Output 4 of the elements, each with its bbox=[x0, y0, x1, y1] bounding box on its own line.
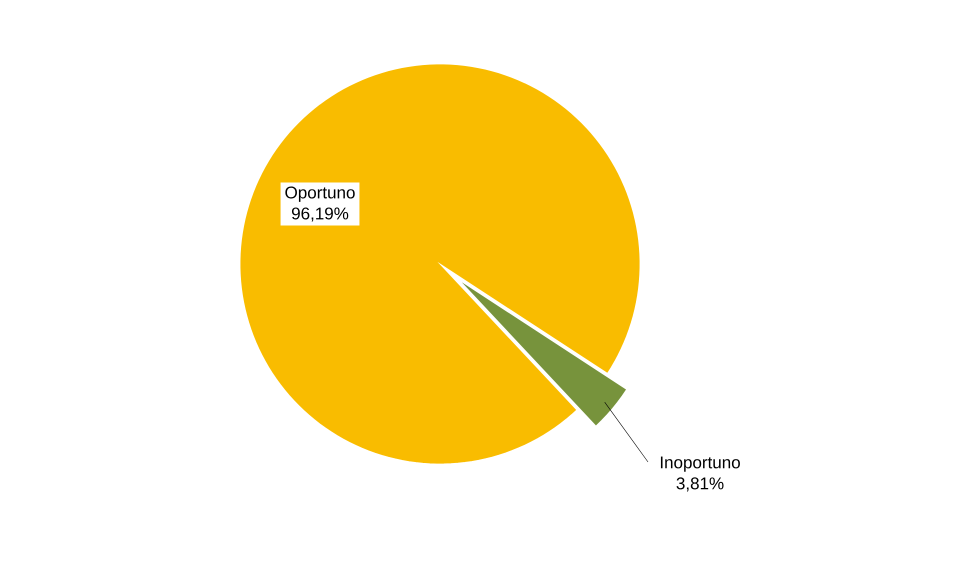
data-label: 3,81% bbox=[676, 477, 724, 492]
slice-label: Inoportuno bbox=[660, 456, 740, 472]
slice-label: Oportuno bbox=[285, 186, 355, 202]
data-label: 96,19% bbox=[292, 207, 348, 222]
